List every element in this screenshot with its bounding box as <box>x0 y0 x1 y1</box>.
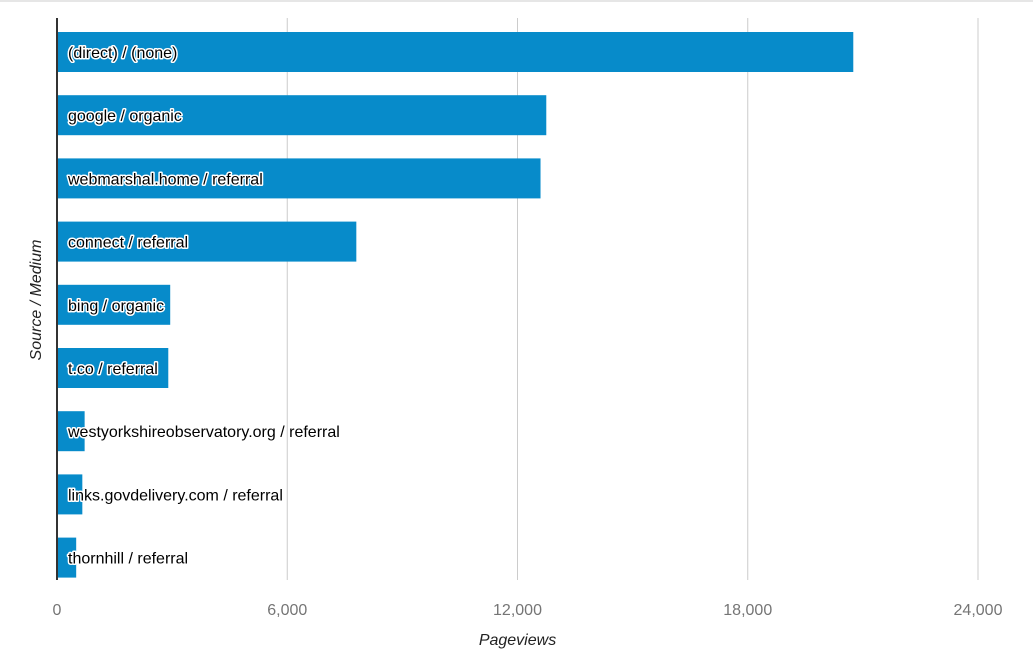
bar <box>57 348 169 388</box>
bar <box>57 474 83 515</box>
y-axis-title: Source / Medium <box>28 240 45 361</box>
bar-label: links.govdelivery.com / referral <box>68 487 283 504</box>
bar-label: thornhill / referral <box>68 551 188 568</box>
bars: (direct) / (none) google / organic webmars… <box>57 32 854 578</box>
bar-label: t.co / referral <box>68 361 158 378</box>
bar-label: google / organic <box>68 108 182 125</box>
bar <box>57 284 171 325</box>
bar <box>57 411 85 452</box>
x-axis-title: Pageviews <box>479 632 556 649</box>
bar-label: (direct) / (none) <box>68 45 177 62</box>
bar-label: westyorkshireobservatory.org / referral <box>67 424 340 441</box>
x-tick-label: 18,000 <box>723 602 772 619</box>
bar <box>57 95 547 136</box>
bar-label: bing / organic <box>68 298 164 315</box>
x-tick-labels: 0 6,000 12,000 18,000 24,000 <box>53 602 1003 619</box>
bar-label: webmarshal.home / referral <box>67 171 263 188</box>
bar <box>57 221 357 262</box>
top-divider <box>0 0 1033 2</box>
x-tick-label: 12,000 <box>493 602 542 619</box>
bar-label: connect / referral <box>68 235 188 252</box>
bar <box>57 32 854 72</box>
x-tick-label: 24,000 <box>954 602 1003 619</box>
x-tick-label: 6,000 <box>267 602 307 619</box>
bar <box>57 158 541 199</box>
x-tick-label: 0 <box>53 602 62 619</box>
bar <box>57 537 77 578</box>
